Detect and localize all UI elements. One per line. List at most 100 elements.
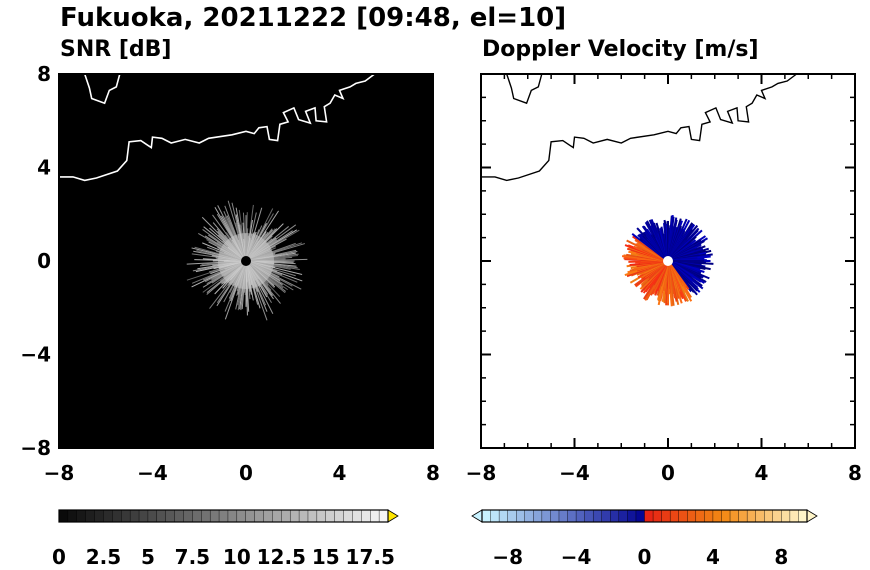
colorbar-bin bbox=[183, 509, 193, 523]
colorbar-bin bbox=[729, 509, 740, 523]
x-tick-label: −4 bbox=[137, 461, 168, 485]
colorbar-bin bbox=[112, 509, 122, 523]
colorbar-bin bbox=[755, 509, 765, 523]
colorbar-tick-label: −8 bbox=[492, 545, 523, 569]
colorbar-bin bbox=[498, 509, 509, 523]
colorbar-bin bbox=[652, 509, 663, 523]
colorbar-bin bbox=[610, 509, 620, 523]
x-tick-label: 4 bbox=[755, 461, 769, 485]
colorbar-bin bbox=[209, 509, 220, 523]
x-tick-label: 8 bbox=[426, 461, 440, 485]
colorbar-tick-label: 17.5 bbox=[346, 545, 395, 569]
velocity-panel-title: Doppler Velocity [m/s] bbox=[482, 37, 759, 62]
colorbar-bin bbox=[263, 509, 273, 523]
colorbar-bin bbox=[627, 509, 637, 523]
colorbar-bin bbox=[781, 509, 791, 523]
colorbar-bin bbox=[695, 509, 705, 523]
colorbar-bin bbox=[121, 509, 131, 523]
colorbar-tick-label: 5 bbox=[141, 545, 155, 569]
y-tick-label: 8 bbox=[37, 62, 51, 86]
colorbar-bin bbox=[85, 509, 96, 523]
velocity-axis-ticks: −8 −4 0 4 8 bbox=[466, 73, 862, 485]
colorbar-bin bbox=[558, 509, 569, 523]
y-tick-label: 0 bbox=[37, 249, 51, 273]
colorbar-bin bbox=[236, 509, 247, 523]
colorbar-bin bbox=[76, 509, 87, 523]
colorbar-bin bbox=[156, 509, 167, 523]
colorbar-bin bbox=[644, 509, 654, 523]
snr-radar-site-marker bbox=[241, 256, 251, 266]
colorbar-bin bbox=[618, 509, 628, 523]
colorbar-bin bbox=[635, 509, 646, 523]
colorbar-bin bbox=[678, 509, 688, 523]
colorbar-bin bbox=[218, 509, 229, 523]
x-tick-label: −4 bbox=[559, 461, 590, 485]
x-tick-label: 0 bbox=[239, 461, 253, 485]
colorbar-bin bbox=[227, 509, 238, 523]
colorbar-bin bbox=[289, 509, 300, 523]
velocity-radar-site-marker bbox=[663, 256, 673, 266]
colorbar-bin bbox=[94, 509, 104, 523]
colorbar-tick-label: 0 bbox=[638, 545, 652, 569]
colorbar-bin bbox=[165, 509, 176, 523]
colorbar-tick-label: 7.5 bbox=[175, 545, 210, 569]
colorbar-bin bbox=[378, 509, 389, 523]
colorbar-tick-label: 0 bbox=[52, 545, 66, 569]
snr-colorbar: 0 2.5 5 7.5 10 12.5 15 17.5 bbox=[52, 509, 399, 569]
colorbar-bin bbox=[201, 509, 211, 523]
colorbar-bin bbox=[245, 509, 256, 523]
colorbar-bin bbox=[192, 509, 202, 523]
colorbar-extend-min bbox=[471, 509, 483, 523]
colorbar-bin bbox=[789, 509, 799, 523]
colorbar-bin bbox=[687, 509, 697, 523]
colorbar-bin bbox=[138, 509, 149, 523]
snr-axis-ticks: −8 8 −4 4 0 0 4 −4 8 −8 bbox=[20, 62, 440, 485]
colorbar-bin bbox=[147, 509, 158, 523]
snr-coastline bbox=[59, 73, 376, 182]
colorbar-bin bbox=[721, 509, 731, 523]
colorbar-bin bbox=[343, 509, 353, 523]
colorbar-bin bbox=[174, 509, 184, 523]
colorbar-tick-label: 2.5 bbox=[86, 545, 121, 569]
colorbar-bin bbox=[103, 509, 113, 523]
colorbar-bin bbox=[325, 509, 336, 523]
colorbar-tick-label: −4 bbox=[561, 545, 592, 569]
y-tick-label: −8 bbox=[20, 436, 51, 460]
velocity-panel: Doppler Velocity [m/s] −8 −4 0 4 8 −8 −4 0 4 8 bbox=[466, 37, 862, 569]
colorbar-bin bbox=[550, 509, 560, 523]
colorbar-bin bbox=[524, 509, 534, 523]
colorbar-bin bbox=[129, 509, 140, 523]
colorbar-bin bbox=[481, 509, 492, 523]
colorbar-bin bbox=[772, 509, 782, 523]
colorbar-bin bbox=[316, 509, 327, 523]
colorbar-bin bbox=[352, 509, 362, 523]
x-tick-label: −8 bbox=[44, 461, 75, 485]
colorbar-bin bbox=[601, 509, 611, 523]
colorbar-bin bbox=[370, 509, 380, 523]
colorbar-bin bbox=[361, 509, 371, 523]
colorbar-bin bbox=[712, 509, 722, 523]
colorbar-bin bbox=[584, 509, 594, 523]
colorbar-extend-max bbox=[387, 509, 399, 523]
colorbar-bin bbox=[567, 509, 577, 523]
colorbar-bin bbox=[281, 509, 291, 523]
colorbar-bin bbox=[669, 509, 680, 523]
colorbar-tick-label: 10 bbox=[223, 545, 251, 569]
colorbar-bin bbox=[533, 509, 543, 523]
colorbar-bin bbox=[298, 509, 309, 523]
colorbar-bin bbox=[575, 509, 586, 523]
colorbar-bin bbox=[516, 509, 526, 523]
x-tick-label: 8 bbox=[848, 461, 862, 485]
colorbar-tick-label: 8 bbox=[774, 545, 788, 569]
colorbar-frame bbox=[481, 509, 808, 523]
snr-panel-title: SNR [dB] bbox=[60, 37, 171, 62]
velocity-echo bbox=[622, 215, 714, 307]
colorbar-bin bbox=[507, 509, 517, 523]
velocity-colorbar: −8 −4 0 4 8 bbox=[471, 509, 818, 569]
colorbar-bin bbox=[334, 509, 345, 523]
y-tick-label: 4 bbox=[37, 156, 51, 180]
colorbar-tick-label: 15 bbox=[312, 545, 340, 569]
colorbar-tick-label: 4 bbox=[706, 545, 720, 569]
colorbar-bin bbox=[798, 509, 808, 523]
